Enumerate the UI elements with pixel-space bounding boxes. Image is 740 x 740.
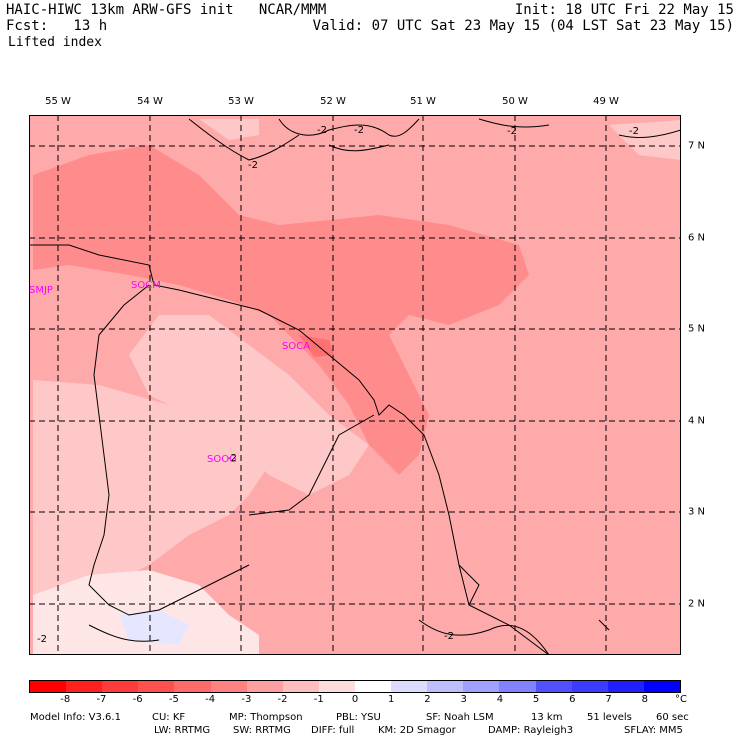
colorbar-swatch [571, 681, 608, 692]
footer-sf: SF: Noah LSM [426, 712, 494, 723]
footer-sw: SW: RRTMG [233, 725, 291, 736]
contour-label: -2 [317, 125, 327, 136]
colorbar-tick-label: 1 [388, 694, 395, 705]
forecast-hour: Fcst: 13 h [6, 18, 108, 34]
contour-label: -2 [629, 126, 639, 137]
lat-label-3n: 3 N [688, 506, 706, 518]
field-light-top-right [609, 120, 681, 160]
colorbar-swatch [354, 681, 392, 692]
map-frame [29, 115, 681, 655]
colorbar-tick-label: -7 [96, 694, 107, 705]
colorbar-tick-label: -1 [313, 694, 324, 705]
colorbar-tick-label: 0 [351, 694, 359, 705]
contours [88, 118, 681, 655]
colorbar-swatch [391, 681, 428, 692]
contour-label: -2 [227, 453, 237, 464]
footer-resolution: 13 km [531, 712, 563, 723]
colorbar-swatch [174, 681, 211, 692]
colorbar-swatch [535, 681, 572, 692]
footer-pbl: PBL: YSU [336, 712, 381, 723]
colorbar-swatch [30, 681, 67, 692]
colorbar-tick-label: -6 [132, 694, 143, 705]
field-name: Lifted index [8, 35, 102, 50]
lon-label-51w: 51 W [410, 96, 436, 107]
colorbar-tick-label: 6 [569, 694, 576, 705]
colorbar-swatch [246, 681, 283, 692]
valid-time: Valid: 07 UTC Sat 23 May 15 (04 LST Sat … [312, 18, 734, 34]
field-light-land-2 [129, 315, 369, 495]
map-plot: -2 -2 -2 -2 -2 -2 -2 -2 SMJP SOCM SOCA S… [29, 115, 681, 655]
lon-label-53w: 53 W [228, 96, 254, 107]
map-svg: -2 -2 -2 -2 -2 -2 -2 -2 SMJP SOCM SOCA S… [29, 115, 681, 655]
lon-label-54w: 54 W [137, 96, 163, 107]
station-smjp: SMJP [29, 285, 53, 296]
station-socm: SOCM [131, 280, 161, 291]
colorbar-tick-label: 3 [460, 694, 467, 705]
colorbar-swatch [210, 681, 247, 692]
colorbar-tick-label: 8 [641, 694, 648, 705]
field-slightly-positive [119, 610, 189, 645]
colorbar-tick-label: 4 [496, 694, 504, 705]
station-soca: SOCA [282, 341, 310, 352]
lon-label-49w: 49 W [593, 96, 619, 107]
colorbar-tick-label: -3 [241, 694, 252, 705]
station-soog: SOOG [207, 454, 237, 465]
colorbar-tick-label: -2 [277, 694, 288, 705]
footer-timestep: 60 sec [656, 712, 689, 723]
colorbar-swatch [282, 681, 319, 692]
footer-km: KM: 2D Smagor [378, 725, 456, 736]
field-north [29, 115, 681, 185]
contour-label: -2 [507, 126, 517, 137]
contour-label: -2 [37, 634, 47, 645]
lat-label-7n: 7 N [688, 140, 706, 152]
colorbar-swatch [499, 681, 536, 692]
footer-levels: 51 levels [587, 712, 632, 723]
colorbar-tick-label: -5 [168, 694, 179, 705]
footer-cu: CU: KF [152, 712, 186, 723]
lon-label-55w: 55 W [45, 96, 71, 107]
map-title: HAIC-HIWC 13km ARW-GFS init NCAR/MMM [6, 2, 327, 18]
coastline [29, 244, 550, 655]
lon-label-50w: 50 W [502, 96, 528, 107]
footer-mp: MP: Thompson [229, 712, 303, 723]
graticule [29, 115, 681, 655]
colorbar [29, 680, 681, 693]
lat-label-4n: 4 N [688, 415, 706, 427]
footer-lw: LW: RRTMG [154, 725, 211, 736]
init-time: Init: 18 UTC Fri 22 May 15 [514, 2, 734, 18]
lat-label-2n: 2 N [688, 598, 706, 610]
footer-damp: DAMP: Rayleigh3 [488, 725, 574, 736]
colorbar-swatch [102, 681, 139, 692]
contour-label: -2 [444, 631, 454, 642]
colorbar-swatch [463, 681, 500, 692]
contour-label: -2 [248, 160, 258, 171]
lat-label-5n: 5 N [688, 323, 706, 335]
colorbar-swatch [643, 681, 680, 692]
lon-label-52w: 52 W [320, 96, 346, 107]
field-dark-band [33, 145, 529, 475]
contour-label: -2 [354, 125, 364, 136]
colorbar-tick-label: 2 [424, 694, 431, 705]
footer-model-info: Model Info: V3.6.1 [30, 712, 121, 723]
colorbar-swatch [66, 681, 103, 692]
colorbar-swatch [318, 681, 355, 692]
footer-diff: DIFF: full [311, 725, 355, 736]
colorbar-tick-label: -8 [60, 694, 71, 705]
colorbar-unit: °C [675, 694, 687, 705]
colorbar-swatch [427, 681, 464, 692]
field-light-top [199, 119, 259, 140]
colorbar-swatch [607, 681, 644, 692]
colorbar-tick-label: -4 [205, 694, 216, 705]
colorbar-tick-label: 5 [532, 694, 540, 705]
lat-label-6n: 6 N [688, 232, 706, 244]
footer-sflay: SFLAY: MM5 [624, 725, 683, 736]
colorbar-swatch [138, 681, 175, 692]
colorbar-tick-label: 7 [605, 694, 612, 705]
